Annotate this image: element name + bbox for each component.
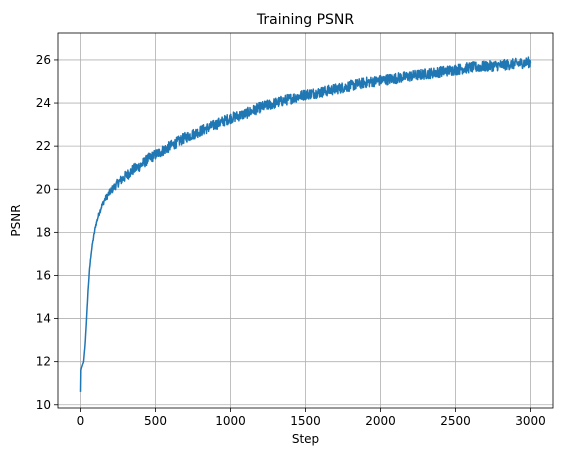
x-tick-label: 2000 [365,414,396,428]
axis-ticks: 0 500 1000 1500 2000 2500 3000 10 12 14 16 18 20 22 24… [36,53,546,428]
x-tick-label: 1000 [215,414,246,428]
series-layer [79,56,532,392]
x-tick-label: 0 [77,414,85,428]
y-tick-label: 26 [36,53,51,67]
x-tick-label: 1500 [290,414,321,428]
y-tick-label: 18 [36,225,51,239]
x-axis-label: Step [292,432,319,446]
grid-lines [58,33,553,408]
y-tick-label: 14 [36,312,51,326]
psnr-series-line [79,56,532,392]
y-tick-label: 16 [36,268,51,282]
y-tick-label: 20 [36,182,51,196]
y-axis-label: PSNR [9,204,23,236]
y-tick-label: 24 [36,96,51,110]
x-tick-label: 3000 [515,414,546,428]
x-tick-label: 2500 [440,414,471,428]
y-tick-label: 12 [36,355,51,369]
y-tick-label: 22 [36,139,51,153]
chart-title: Training PSNR [256,12,354,28]
x-tick-label: 500 [144,414,167,428]
y-tick-label: 10 [36,398,51,412]
